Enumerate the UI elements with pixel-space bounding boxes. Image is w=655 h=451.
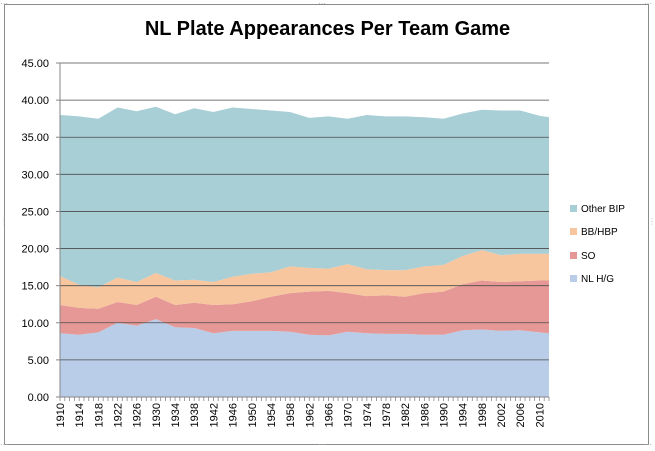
y-tick-label: 40.00 bbox=[21, 95, 49, 107]
x-tick-label: 1958 bbox=[285, 403, 297, 427]
resize-handle-top[interactable]: ⋯ bbox=[318, 0, 326, 8]
resize-handle-bottom[interactable]: ⋯ bbox=[318, 440, 326, 449]
y-tick-label: 35.00 bbox=[21, 132, 49, 144]
y-tick-label: 10.00 bbox=[21, 318, 49, 330]
x-tick-label: 1954 bbox=[266, 403, 278, 427]
y-tick-label: 30.00 bbox=[21, 169, 49, 181]
y-tick-label: 25.00 bbox=[21, 206, 49, 218]
x-tick-label: 1962 bbox=[304, 403, 316, 427]
x-tick-label: 1938 bbox=[189, 403, 201, 427]
x-tick-label: 1950 bbox=[247, 403, 259, 427]
x-tick-label: 1978 bbox=[381, 403, 393, 427]
resize-handle-left[interactable]: ⋮ bbox=[0, 217, 8, 226]
x-tick-label: 1946 bbox=[228, 403, 240, 427]
series-area-so bbox=[60, 280, 549, 336]
x-tick-label: 1966 bbox=[324, 403, 336, 427]
resize-handle-right[interactable]: ⋮ bbox=[648, 217, 655, 226]
x-tick-label: 1982 bbox=[400, 403, 412, 427]
series-area-bb-hbp bbox=[60, 250, 549, 309]
x-tick-label: 2006 bbox=[515, 403, 527, 427]
y-tick-label: 20.00 bbox=[21, 244, 49, 256]
x-tick-label: 1910 bbox=[55, 403, 67, 427]
x-tick-label: 1998 bbox=[477, 403, 489, 427]
x-tick-label: 1994 bbox=[458, 403, 470, 427]
legend-label-nl-h-g: NL H/G bbox=[581, 274, 614, 285]
legend-swatch-so bbox=[570, 252, 577, 259]
legend-label-so: SO bbox=[581, 251, 596, 262]
x-tick-label: 1974 bbox=[362, 403, 374, 427]
chart-title: NL Plate Appearances Per Team Game bbox=[144, 18, 511, 40]
x-tick-label: 1942 bbox=[208, 403, 220, 427]
legend-swatch-nl-h-g bbox=[570, 275, 577, 282]
resize-handle-top-right[interactable]: ⋯ bbox=[644, 0, 652, 8]
x-tick-label: 1918 bbox=[93, 403, 105, 427]
resize-handle-bottom-right[interactable]: ⋯ bbox=[644, 440, 652, 449]
legend-swatch-other-bip bbox=[570, 205, 577, 212]
y-tick-label: 15.00 bbox=[21, 281, 49, 293]
x-tick-label: 1922 bbox=[113, 403, 125, 427]
series-area-other-bip bbox=[60, 106, 549, 288]
x-tick-label: 1930 bbox=[151, 403, 163, 427]
x-tick-label: 2010 bbox=[534, 403, 546, 427]
y-tick-label: 45.00 bbox=[21, 58, 49, 70]
resize-handle-top-left[interactable]: ⋯ bbox=[0, 0, 8, 8]
y-tick-label: 0.00 bbox=[28, 392, 49, 404]
x-tick-label: 1970 bbox=[343, 403, 355, 427]
x-tick-label: 2002 bbox=[496, 403, 508, 427]
y-tick-label: 5.00 bbox=[28, 355, 49, 367]
resize-handle-bottom-left[interactable]: ⋯ bbox=[0, 440, 8, 449]
x-tick-label: 1990 bbox=[439, 403, 451, 427]
series-area-nl-h-g bbox=[60, 319, 549, 397]
x-tick-label: 1934 bbox=[170, 403, 182, 427]
x-tick-label: 1914 bbox=[74, 403, 86, 427]
legend-swatch-bb-hbp bbox=[570, 228, 577, 235]
legend-label-other-bip: Other BIP bbox=[581, 204, 625, 215]
legend-label-bb-hbp: BB/HBP bbox=[581, 227, 618, 238]
x-tick-label: 1986 bbox=[419, 403, 431, 427]
x-tick-label: 1926 bbox=[132, 403, 144, 427]
